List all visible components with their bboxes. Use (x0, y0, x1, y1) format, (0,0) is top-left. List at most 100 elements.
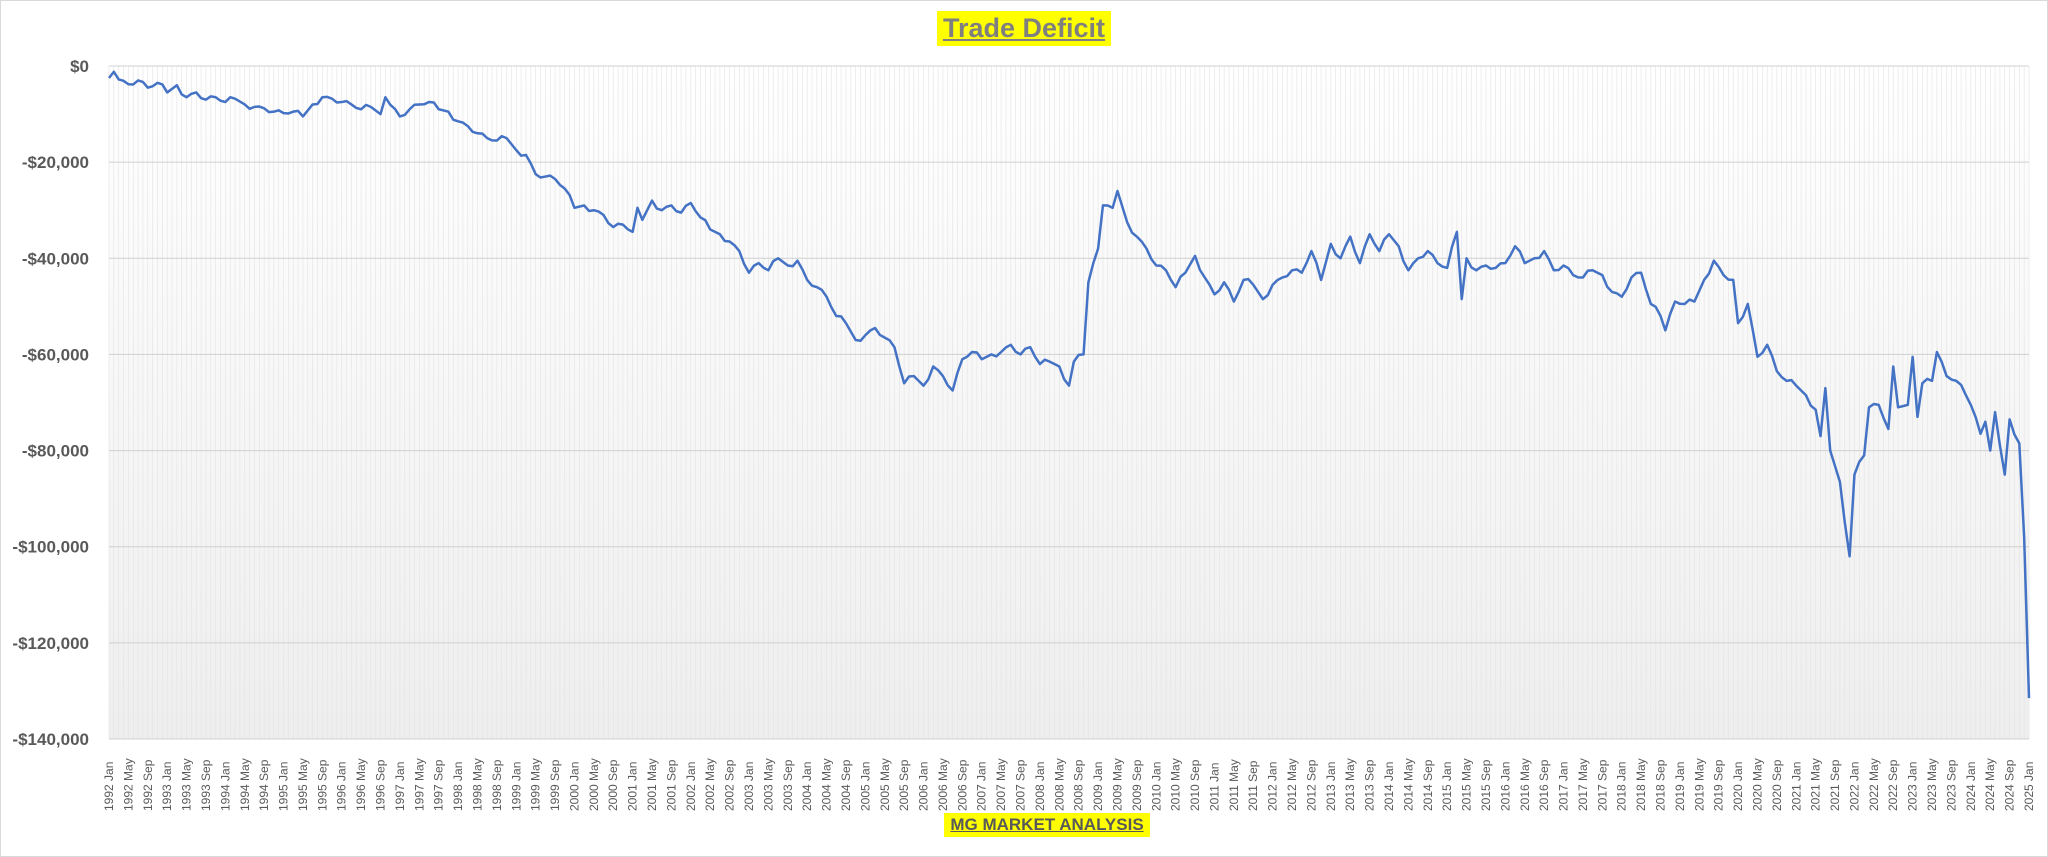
x-tick-label: 2010 Jan (1149, 762, 1163, 811)
x-tick-label: 1995 Sep (315, 759, 329, 811)
x-tick-label: 2013 May (1343, 758, 1357, 811)
x-tick-label: 2017 May (1576, 758, 1590, 811)
y-tick-label: -$100,000 (12, 538, 89, 557)
x-tick-label: 2015 Jan (1440, 762, 1454, 811)
x-tick-label: 1996 Sep (374, 759, 388, 811)
source-label: MG MARKET ANALYSIS (944, 813, 1150, 837)
x-tick-label: 2008 Sep (1072, 759, 1086, 811)
x-tick-label: 2003 Sep (781, 759, 795, 811)
x-tick-label: 1993 Jan (160, 762, 174, 811)
x-tick-label: 2001 May (645, 758, 659, 811)
x-tick-label: 2007 Jan (975, 762, 989, 811)
y-tick-label: $0 (70, 57, 89, 76)
x-tick-label: 2022 Jan (1847, 762, 1861, 811)
x-tick-label: 2006 May (936, 758, 950, 811)
x-tick-label: 2019 May (1692, 758, 1706, 811)
x-tick-label: 2024 Jan (1964, 762, 1978, 811)
x-tick-label: 2014 Jan (1382, 762, 1396, 811)
x-tick-label: 2012 Sep (1304, 759, 1318, 811)
x-tick-label: 2002 May (703, 758, 717, 811)
x-tick-label: 2021 May (1809, 758, 1823, 811)
series-line (108, 70, 2031, 699)
x-tick-label: 2008 Jan (1033, 762, 1047, 811)
series-layer (108, 70, 2031, 699)
y-tick-label: -$80,000 (22, 442, 89, 461)
x-tick-label: 2021 Sep (1828, 759, 1842, 811)
x-tick-label: 2003 Jan (742, 762, 756, 811)
x-tick-label: 1997 Jan (393, 762, 407, 811)
x-tick-label: 2013 Sep (1363, 759, 1377, 811)
x-tick-label: 2023 Sep (1944, 759, 1958, 811)
x-tick-label: 2002 Sep (723, 759, 737, 811)
x-tick-label: 1998 May (470, 758, 484, 811)
x-tick-label: 2021 Jan (1789, 762, 1803, 811)
x-tick-label: 2008 May (1052, 758, 1066, 811)
x-tick-label: 2016 Jan (1498, 762, 1512, 811)
x-tick-label: 1994 Jan (218, 762, 232, 811)
x-tick-label: 2007 Sep (1014, 759, 1028, 811)
x-tick-label: 2009 Jan (1091, 762, 1105, 811)
x-tick-label: 1992 Sep (141, 759, 155, 811)
x-tick-label: 2000 May (587, 758, 601, 811)
x-tick-label: 2006 Jan (917, 762, 931, 811)
x-tick-label: 2000 Sep (606, 759, 620, 811)
x-tick-label: 2023 May (1925, 758, 1939, 811)
x-tick-label: 1997 May (412, 758, 426, 811)
x-tick-label: 2016 May (1518, 758, 1532, 811)
x-tick-label: 2009 May (1110, 758, 1124, 811)
y-axis: $0 -$20,000 -$40,000 -$60,000 -$80,000 -$100,… (12, 57, 89, 749)
x-tick-label: 2011 Jan (1207, 763, 1221, 812)
y-tick-label: -$60,000 (22, 345, 89, 364)
x-tick-label: 2014 May (1401, 758, 1415, 811)
x-tick-label: 2018 Sep (1654, 759, 1668, 811)
y-tick-label: -$120,000 (12, 634, 89, 653)
x-tick-label: 2012 Jan (1266, 762, 1280, 811)
source-label-box: MG MARKET ANALYSIS (1, 813, 2048, 837)
x-tick-label: 2011 Sep (1246, 760, 1260, 811)
y-tick-label: -$20,000 (22, 153, 89, 172)
x-tick-label: 2020 Jan (1731, 762, 1745, 811)
x-tick-label: 1999 May (529, 758, 543, 811)
x-tick-label: 2024 May (1983, 758, 1997, 811)
x-tick-label: 2025 Jan (2022, 762, 2036, 811)
y-tick-label: -$140,000 (12, 730, 89, 749)
x-axis: 1992 Jan 1992 May 1992 Sep 1993 Jan 1993 May… (102, 758, 2036, 811)
x-tick-label: 2007 May (994, 758, 1008, 811)
x-tick-label: 1997 Sep (432, 759, 446, 811)
x-tick-label: 2013 Jan (1324, 762, 1338, 811)
x-tick-label: 2009 Sep (1130, 759, 1144, 811)
x-tick-label: 1999 Jan (509, 762, 523, 811)
x-tick-label: 2004 Sep (839, 759, 853, 811)
x-tick-label: 2005 May (878, 758, 892, 811)
x-tick-label: 2020 May (1750, 758, 1764, 811)
x-tick-label: 2011 May (1227, 759, 1241, 811)
chart-title: Trade Deficit (936, 11, 1112, 46)
x-tick-label: 2023 Jan (1906, 762, 1920, 811)
x-tick-label: 2005 Jan (858, 762, 872, 811)
x-tick-label: 2017 Sep (1595, 759, 1609, 811)
x-tick-label: 2004 Jan (800, 762, 814, 811)
x-tick-label: 2001 Sep (664, 759, 678, 811)
chart-title-box: Trade Deficit (1, 11, 2047, 46)
x-tick-label: 2024 Sep (2003, 759, 2017, 811)
y-tick-label: -$40,000 (22, 249, 89, 268)
x-tick-label: 1995 Jan (277, 762, 291, 811)
x-tick-label: 1992 Jan (102, 762, 116, 811)
x-tick-label: 1995 May (296, 758, 310, 811)
x-tick-label: 2017 Jan (1557, 762, 1571, 811)
x-tick-label: 1996 Jan (335, 762, 349, 811)
x-tick-label: 2016 Sep (1537, 759, 1551, 811)
gridlines (108, 65, 2030, 740)
x-tick-label: 2018 May (1634, 758, 1648, 811)
x-tick-label: 2019 Sep (1712, 759, 1726, 811)
x-tick-label: 2014 Sep (1421, 759, 1435, 811)
x-tick-label: 2000 Jan (567, 762, 581, 811)
x-tick-label: 1994 Sep (257, 759, 271, 811)
x-tick-label: 2010 Sep (1188, 759, 1202, 811)
x-tick-label: 2006 Sep (955, 759, 969, 811)
x-tick-label: 2010 May (1169, 758, 1183, 811)
x-tick-label: 1994 May (238, 758, 252, 811)
x-tick-label: 2015 Sep (1479, 759, 1493, 811)
x-tick-label: 2002 Jan (684, 762, 698, 811)
